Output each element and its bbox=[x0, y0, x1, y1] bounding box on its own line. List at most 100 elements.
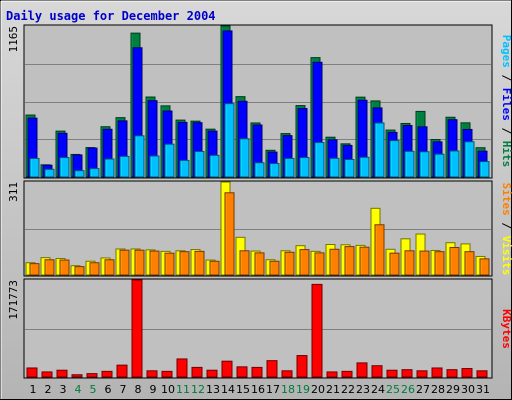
bar-pages-day-24 bbox=[374, 122, 385, 178]
bar-pages-day-31 bbox=[479, 161, 490, 178]
bar-kbytes-day-20 bbox=[311, 283, 323, 378]
bar-kbytes-day-25 bbox=[386, 369, 398, 378]
bar-sites-day-4 bbox=[74, 266, 85, 276]
day-label-17: 17 bbox=[266, 383, 280, 396]
bar-pages-day-18 bbox=[284, 157, 295, 178]
bar-sites-day-25 bbox=[389, 252, 400, 276]
bar-sites-day-2 bbox=[44, 259, 55, 276]
bar-kbytes-day-31 bbox=[476, 370, 488, 378]
bar-pages-day-11 bbox=[179, 159, 190, 178]
bar-pages-day-17 bbox=[269, 163, 280, 178]
chart-title: Daily usage for December 2004 bbox=[6, 9, 216, 23]
bar-kbytes-day-27 bbox=[416, 370, 428, 378]
bar-pages-day-8 bbox=[134, 135, 145, 178]
bar-pages-day-2 bbox=[44, 168, 55, 178]
day-label-12: 12 bbox=[191, 383, 205, 396]
bar-kbytes-day-21 bbox=[326, 371, 338, 378]
bar-kbytes-day-7 bbox=[116, 364, 128, 378]
kbytes-legend-part-0: KBytes bbox=[500, 309, 512, 349]
day-label-6: 6 bbox=[105, 383, 112, 396]
bar-sites-day-22 bbox=[344, 246, 355, 276]
bar-pages-day-6 bbox=[104, 158, 115, 178]
bar-kbytes-day-19 bbox=[296, 355, 308, 378]
bar-sites-day-9 bbox=[149, 250, 160, 276]
visits-legend: Sites / Visits bbox=[500, 183, 512, 276]
bar-pages-day-26 bbox=[404, 150, 415, 178]
day-label-1: 1 bbox=[30, 383, 37, 396]
bar-sites-day-5 bbox=[89, 262, 100, 276]
bar-kbytes-day-3 bbox=[56, 369, 68, 378]
bar-sites-day-12 bbox=[194, 250, 205, 276]
bar-kbytes-day-11 bbox=[176, 358, 188, 378]
visits-legend-part-0: Sites bbox=[500, 183, 512, 216]
bar-kbytes-day-29 bbox=[446, 369, 458, 378]
bar-pages-day-16 bbox=[254, 162, 265, 178]
day-label-26: 26 bbox=[401, 383, 415, 396]
bar-sites-day-3 bbox=[59, 259, 70, 276]
bar-pages-day-28 bbox=[434, 153, 445, 178]
day-label-27: 27 bbox=[416, 383, 430, 396]
bar-sites-day-27 bbox=[419, 250, 430, 276]
visits-legend-part-1: / bbox=[500, 216, 512, 236]
day-label-14: 14 bbox=[221, 383, 235, 396]
day-label-16: 16 bbox=[251, 383, 265, 396]
bar-sites-day-23 bbox=[359, 246, 370, 276]
bar-kbytes-day-17 bbox=[266, 360, 278, 378]
bar-pages-day-9 bbox=[149, 155, 160, 178]
bar-kbytes-day-24 bbox=[371, 365, 383, 378]
bar-kbytes-day-15 bbox=[236, 366, 248, 378]
bar-pages-day-1 bbox=[29, 157, 40, 178]
hits-legend-part-4: Hits bbox=[500, 141, 512, 168]
bar-sites-day-24 bbox=[374, 224, 385, 276]
day-label-29: 29 bbox=[446, 383, 460, 396]
day-label-8: 8 bbox=[135, 383, 142, 396]
day-label-2: 2 bbox=[45, 383, 52, 396]
bar-kbytes-day-28 bbox=[431, 367, 443, 378]
bar-kbytes-day-12 bbox=[191, 366, 203, 378]
bar-kbytes-day-30 bbox=[461, 368, 473, 378]
x-axis-day-labels: 1 2 3 4 5 6 7 8 9 10 11 12 13 14 15 16 17 18 19 20 21 22 23 24 2… bbox=[30, 383, 491, 396]
hits-legend-part-1: / bbox=[500, 68, 512, 88]
day-label-4: 4 bbox=[75, 383, 82, 396]
bar-pages-day-3 bbox=[59, 157, 70, 178]
bar-kbytes-day-10 bbox=[161, 370, 173, 378]
bar-sites-day-26 bbox=[404, 250, 415, 276]
bar-sites-day-18 bbox=[284, 251, 295, 276]
hits-legend-part-3: / bbox=[500, 121, 512, 141]
bar-sites-day-28 bbox=[434, 251, 445, 276]
hits-legend: Pages / Files / Hits bbox=[500, 35, 512, 168]
day-label-7: 7 bbox=[120, 383, 127, 396]
day-label-20: 20 bbox=[311, 383, 325, 396]
legends: Pages / Files / Hits Sites / Visits KBytes bbox=[500, 35, 512, 349]
bar-kbytes-day-1 bbox=[26, 367, 38, 378]
bar-pages-day-29 bbox=[449, 150, 460, 178]
bar-sites-day-30 bbox=[464, 251, 475, 276]
bar-pages-day-27 bbox=[419, 151, 430, 178]
bar-pages-day-5 bbox=[89, 168, 100, 178]
bar-pages-day-10 bbox=[164, 143, 175, 178]
bar-pages-day-25 bbox=[389, 140, 400, 178]
day-label-30: 30 bbox=[461, 383, 475, 396]
kbytes-panel bbox=[23, 278, 493, 379]
kbytes-ymax-label: 171773 bbox=[7, 280, 20, 320]
bar-pages-day-22 bbox=[344, 159, 355, 178]
bar-kbytes-day-6 bbox=[101, 370, 113, 378]
bar-kbytes-day-22 bbox=[341, 370, 353, 378]
bar-kbytes-day-4 bbox=[71, 374, 83, 378]
bar-sites-day-19 bbox=[299, 249, 310, 276]
day-label-9: 9 bbox=[150, 383, 157, 396]
bar-pages-day-4 bbox=[74, 170, 85, 178]
bar-sites-day-14 bbox=[224, 192, 235, 276]
bar-sites-day-20 bbox=[314, 252, 325, 276]
bar-kbytes-day-2 bbox=[41, 371, 53, 378]
bar-pages-day-7 bbox=[119, 155, 130, 178]
visits-ymax-label: 311 bbox=[7, 182, 20, 202]
day-label-28: 28 bbox=[431, 383, 445, 396]
day-label-31: 31 bbox=[476, 383, 490, 396]
bar-kbytes-day-14 bbox=[221, 360, 233, 378]
bar-sites-day-15 bbox=[239, 250, 250, 276]
day-label-11: 11 bbox=[176, 383, 190, 396]
bar-pages-day-20 bbox=[314, 142, 325, 178]
bars-layer bbox=[25, 25, 490, 378]
